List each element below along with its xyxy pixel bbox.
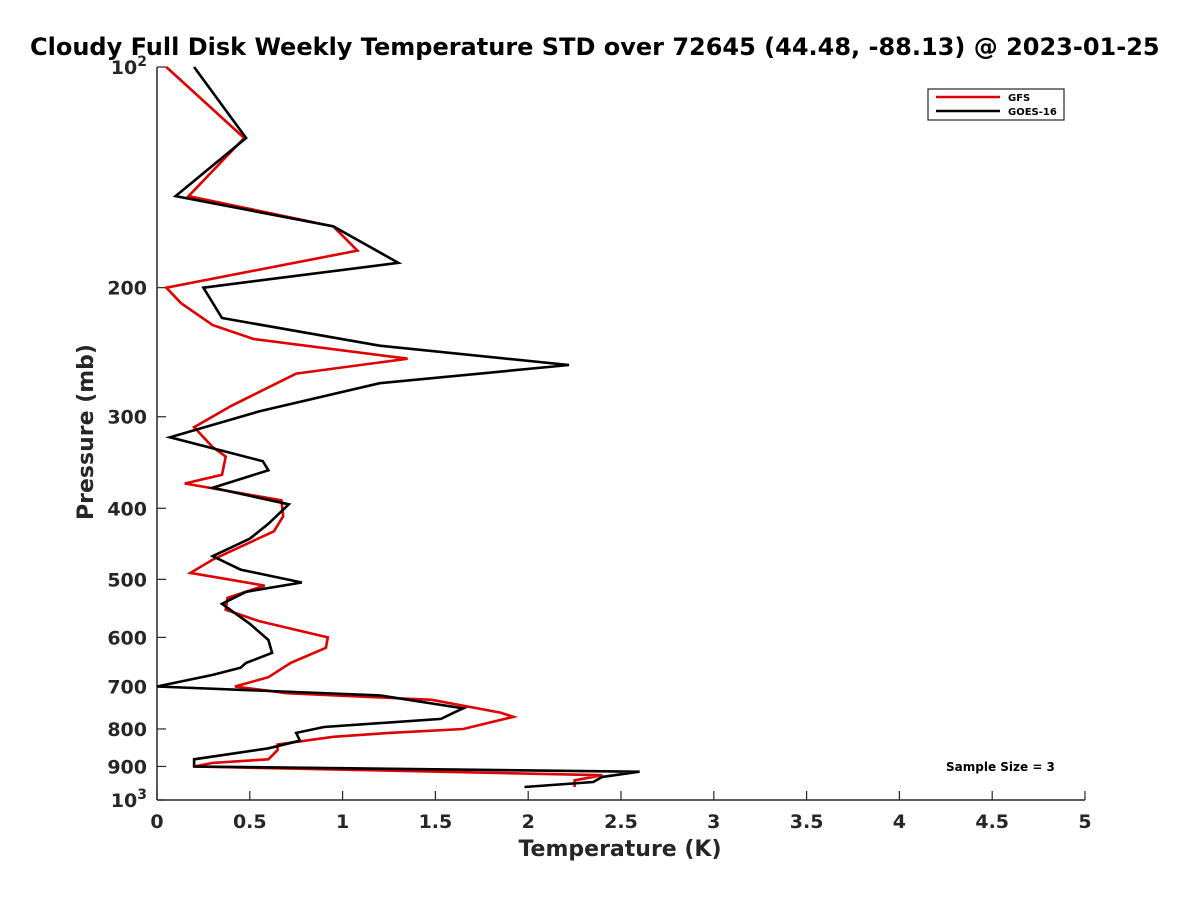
x-tick-label: 2	[522, 811, 535, 833]
x-tick-label: 3.5	[790, 811, 824, 833]
y-tick-label: 900	[107, 756, 147, 778]
x-tick-label: 4.5	[975, 811, 1009, 833]
series-layer	[156, 66, 640, 789]
x-tick-label: 5	[1078, 811, 1091, 833]
series-line-goes-16	[156, 66, 640, 789]
legend-label-goes-16: GOES-16	[1008, 107, 1057, 118]
x-tick-label: 4	[893, 811, 906, 833]
y-tick-label: 103	[111, 787, 147, 812]
y-tick-label: 200	[107, 278, 147, 300]
x-axis-label: Temperature (K)	[518, 837, 721, 862]
x-tick-label: 1.5	[419, 811, 453, 833]
x-tick-label: 1	[336, 811, 349, 833]
legend-box	[927, 88, 1065, 121]
axes: 0 0.5 1 1.5 2 2.5 3 3.5 4 4.5 5 102 200 300 400 500 600 7…	[107, 54, 1091, 833]
series-line-gfs	[163, 66, 603, 787]
x-tick-label: 3	[707, 811, 720, 833]
legend: GFS GOES-16	[927, 88, 1065, 121]
sample-size-annotation: Sample Size = 3	[946, 760, 1055, 774]
x-tick-label: 0	[150, 811, 163, 833]
y-tick-label: 600	[107, 627, 147, 649]
x-tick-label: 2.5	[604, 811, 638, 833]
y-tick-label: 500	[107, 569, 147, 591]
y-tick-label: 300	[107, 407, 147, 429]
y-tick-label: 700	[107, 676, 147, 698]
y-tick-label: 102	[111, 54, 147, 79]
x-tick-label: 0.5	[233, 811, 267, 833]
y-tick-label: 800	[107, 719, 147, 741]
legend-label-gfs: GFS	[1008, 93, 1030, 104]
y-tick-label: 400	[107, 498, 147, 520]
chart-title: Cloudy Full Disk Weekly Temperature STD …	[30, 33, 1160, 61]
y-axis-label: Pressure (mb)	[74, 344, 99, 520]
